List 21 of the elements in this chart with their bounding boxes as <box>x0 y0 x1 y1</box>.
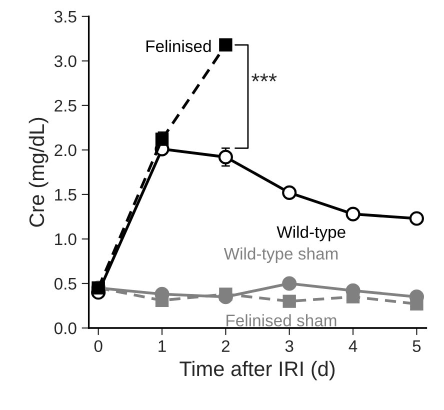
y-tick-label: 1.5 <box>55 189 76 201</box>
x-axis-title: Time after IRI (d) <box>180 360 335 380</box>
y-tick-label: 3.5 <box>54 10 76 23</box>
y-tick-label: 1.0 <box>55 233 76 246</box>
x-tick-label: 2 <box>222 340 230 352</box>
x-tick-label: 4 <box>348 340 358 352</box>
series-label: Felinised sham <box>226 314 336 326</box>
y-axis-title: Cre (mg/dL) <box>28 118 48 227</box>
series-label: Felinised <box>146 40 211 52</box>
x-tick-label: 0 <box>94 340 102 352</box>
series-label: Wild-type <box>276 226 346 242</box>
x-tick-label: 5 <box>412 340 421 352</box>
x-tick-label: 1 <box>158 340 166 352</box>
y-tick-label: 3.0 <box>54 55 76 68</box>
y-tick-label: 0.0 <box>54 322 76 334</box>
y-tick-label: 0.5 <box>54 278 76 290</box>
y-tick-label: 2.0 <box>54 144 76 156</box>
x-tick-label: 3 <box>285 340 294 352</box>
series-label: Wild-type sham <box>224 247 338 263</box>
y-tick-label: 2.5 <box>54 100 76 112</box>
annotation: *** <box>252 74 277 82</box>
